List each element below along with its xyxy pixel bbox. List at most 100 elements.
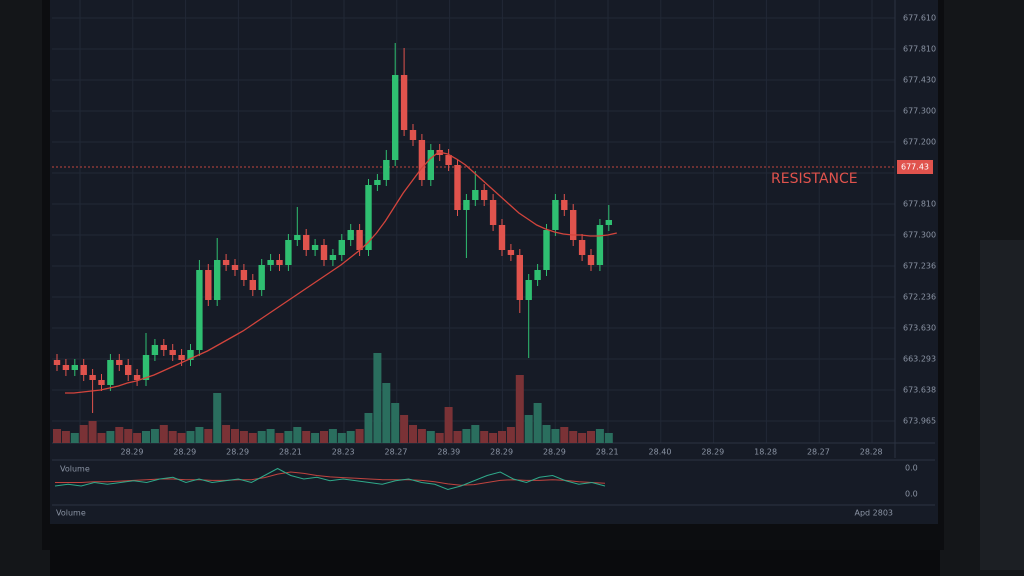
candle-body (543, 230, 550, 270)
candle-body (481, 190, 488, 200)
resistance-label: RESISTANCE (771, 171, 858, 187)
volume-bar (266, 429, 275, 443)
volume-bar (302, 431, 311, 443)
candle-body (80, 365, 87, 375)
volume-bar (239, 431, 248, 443)
candle-body (285, 240, 292, 265)
footer-right: Apd 2803 (854, 509, 893, 518)
candle-body (276, 260, 283, 265)
volume-bar (320, 431, 328, 443)
x-tick-label: 28.29 (226, 448, 249, 457)
x-tick-label: 28.29 (490, 448, 513, 457)
candle-body (303, 235, 310, 250)
panel-tick-label: 0.0 (905, 490, 918, 499)
volume-bar (97, 433, 106, 443)
candle-body (489, 200, 497, 225)
candle-body (311, 245, 319, 250)
candle-body (62, 365, 70, 370)
price-label: 677.200 (903, 138, 936, 147)
x-tick-label: 28.21 (279, 448, 302, 457)
candle-body (347, 230, 354, 240)
x-tick-label: 28.29 (543, 448, 566, 457)
volume-bar (311, 433, 320, 443)
candle-body (196, 270, 203, 350)
x-tick-label: 28.23 (332, 448, 355, 457)
candle-body (374, 180, 381, 185)
indicator-line (54, 467, 606, 491)
candle-body (178, 355, 185, 360)
candle-body (507, 250, 515, 255)
x-tick-label: 18.28 (754, 448, 777, 457)
volume-bar (328, 429, 337, 443)
volume-bar (587, 431, 595, 443)
footer-left: Volume (56, 509, 86, 518)
resistance-price: 677.43 (901, 163, 929, 172)
volume-bar (400, 415, 409, 443)
volume-bar (462, 429, 471, 443)
indicator-line (55, 471, 606, 486)
candle-body (329, 255, 337, 260)
grid (52, 0, 895, 443)
volume-bar (373, 353, 382, 443)
volume-bar (382, 383, 391, 443)
volume-bar (426, 431, 435, 443)
volume-bar (70, 433, 79, 443)
volume-bar (560, 427, 569, 443)
candle-body (605, 220, 612, 225)
candle-body (133, 375, 141, 380)
candle-body (160, 345, 167, 350)
volume-bar (542, 425, 551, 443)
candle-body (222, 260, 230, 265)
x-tick-label: 28.27 (385, 448, 408, 457)
candle-body (187, 350, 194, 360)
candle-body (98, 380, 105, 385)
price-label: 663.293 (903, 355, 936, 364)
candle-body (365, 185, 372, 250)
volume-bar (204, 429, 213, 443)
candle-body (169, 350, 176, 355)
volume-bar (417, 429, 426, 443)
volume-bar (524, 415, 533, 443)
resistance-price-box (897, 160, 933, 174)
moving-average (65, 151, 617, 394)
volume-bar (177, 433, 186, 443)
price-label: 677.236 (903, 262, 936, 271)
volume-bar (168, 431, 177, 443)
monitor-screen (50, 0, 938, 524)
candle-body (205, 270, 212, 300)
candle-body (596, 225, 604, 265)
volume-bar (248, 433, 257, 443)
candle-body (445, 155, 452, 165)
candle-body (463, 200, 470, 210)
volume-bar (444, 407, 453, 443)
candle-body (249, 280, 256, 290)
volume-bar (471, 425, 480, 443)
monitor-stand (50, 550, 940, 576)
candle-body (356, 230, 363, 250)
volume-bar (88, 421, 97, 443)
candle-body (472, 190, 479, 200)
volume-bar (506, 427, 515, 443)
candle-body (516, 255, 523, 300)
volume-bar (435, 433, 444, 443)
volume-bar (115, 427, 124, 443)
volume-bar (106, 431, 115, 443)
candle-body (151, 345, 159, 355)
price-label: 677.610 (903, 14, 936, 23)
candle-body (552, 200, 559, 230)
price-label: 673.638 (903, 386, 936, 395)
volume-bar (489, 433, 498, 443)
candle-body (498, 225, 506, 250)
volume-bar (142, 431, 150, 443)
candle-body (578, 240, 586, 255)
candle-body (116, 360, 123, 365)
candle-body (418, 140, 426, 180)
x-tick-label: 28.39 (437, 448, 460, 457)
candle-body (125, 365, 132, 375)
volume-bar (391, 403, 400, 443)
volume-bar (213, 393, 222, 443)
volume-bar (355, 429, 364, 443)
volume-bar (337, 433, 346, 443)
x-tick-label: 28.29 (701, 448, 724, 457)
price-label: 677.300 (903, 107, 936, 116)
